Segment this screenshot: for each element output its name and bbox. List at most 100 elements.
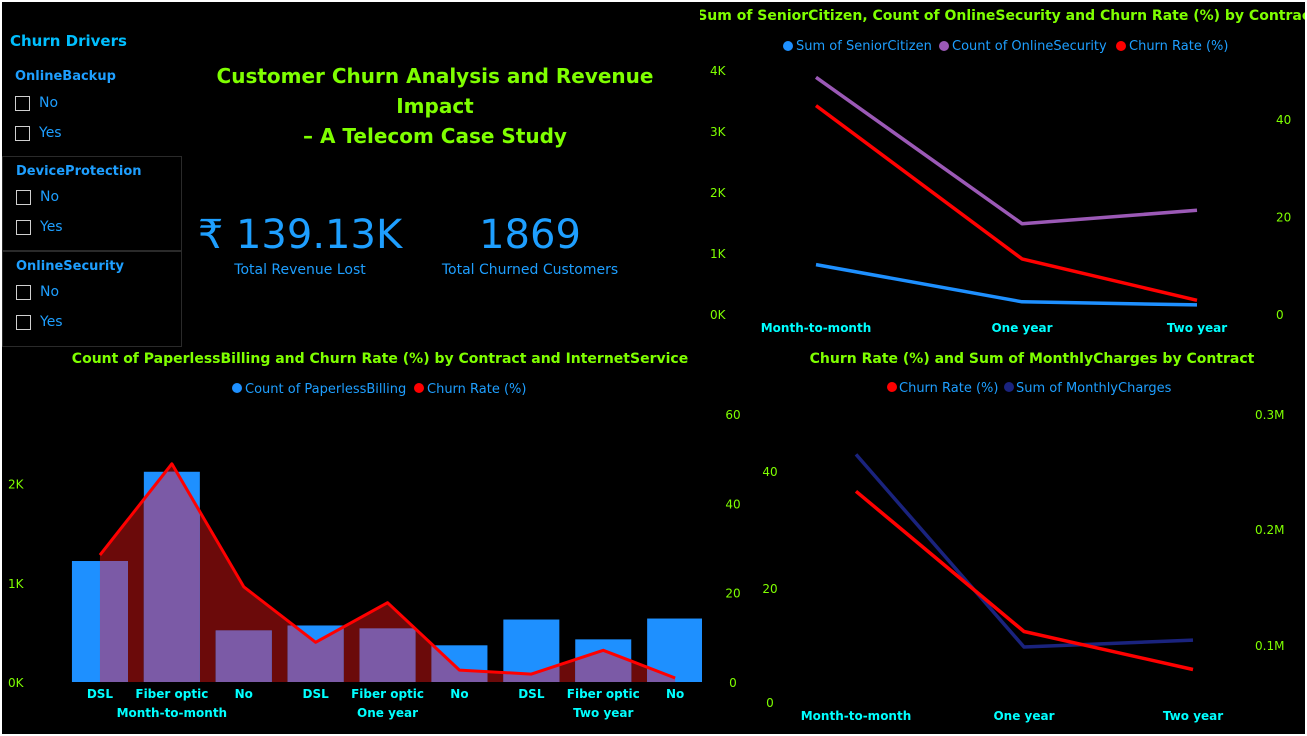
slicer-option-no[interactable]: No — [16, 187, 59, 207]
legend-marker — [939, 41, 949, 51]
page-title: Customer Churn Analysis and Revenue Impa… — [185, 61, 685, 151]
checkbox[interactable] — [16, 189, 31, 205]
bar-overlap — [575, 650, 632, 682]
legend-item: Churn Rate (%) — [427, 382, 526, 397]
page-title-line1: Customer Churn Analysis and Revenue Impa… — [216, 64, 654, 118]
x-tick-label: Two year — [1163, 709, 1223, 723]
x-tick-label: No — [666, 687, 684, 701]
y-left-tick-label: 2K — [710, 186, 727, 200]
slicer-option-no[interactable]: No — [16, 282, 59, 302]
chart-paperless-internet[interactable]: Count of PaperlessBilling and Churn Rate… — [2, 344, 702, 734]
x-tick-label: One year — [993, 709, 1054, 723]
slicer-onlinebackup: OnlineBackup No Yes — [2, 62, 180, 154]
checkbox[interactable] — [15, 125, 30, 141]
chart-title: Churn Rate (%) and Sum of MonthlyCharges… — [810, 351, 1255, 367]
legend-marker — [1004, 382, 1014, 392]
bar-overlap — [359, 628, 416, 682]
series-line[interactable] — [854, 453, 1194, 649]
legend-item: Count of PaperlessBilling — [245, 382, 406, 397]
x-tick-label: Month-to-month — [761, 321, 872, 335]
kpi-value: 1869 — [479, 212, 581, 258]
bar-overlap — [215, 630, 272, 682]
x-tick-label: DSL — [303, 687, 330, 701]
legend-marker — [414, 383, 424, 393]
y-left-tick-label: 40 — [725, 497, 740, 511]
churn-area — [99, 463, 676, 682]
bar-overlap — [431, 645, 488, 682]
y-right-tick-label: 0 — [1276, 308, 1284, 322]
chart-title: Sum of SeniorCitizen, Count of OnlineSec… — [700, 8, 1305, 24]
legend-item: Sum of SeniorCitizen — [796, 39, 932, 54]
legend-marker — [783, 41, 793, 51]
slicer-option-yes[interactable]: Yes — [16, 312, 63, 332]
bar-overlap — [287, 625, 344, 682]
y-right-tick-label: 40 — [1276, 113, 1291, 127]
x-tick-label: No — [450, 687, 468, 701]
legend-marker — [232, 383, 242, 393]
slicer-label: OnlineBackup — [15, 69, 116, 84]
y-right-tick-label: 0.2M — [1255, 523, 1284, 537]
y-left-tick-label: 20 — [725, 587, 740, 601]
page-title-line2: – A Telecom Case Study — [303, 124, 567, 148]
series-line[interactable] — [814, 104, 1198, 303]
legend-item: Churn Rate (%) — [899, 381, 998, 396]
kpi-label: Total Churned Customers — [441, 262, 619, 278]
checkbox[interactable] — [16, 314, 31, 330]
y-left-tick-label: 1K — [710, 247, 727, 261]
y-tick-label: 1K — [8, 577, 25, 591]
y-tick-label: 0K — [8, 676, 25, 690]
y-right-tick-label: 0.1M — [1255, 639, 1284, 653]
y-left-inner-tick-label: 0 — [766, 696, 774, 710]
x-tick-label: Fiber optic — [351, 687, 424, 701]
legend-item: Sum of MonthlyCharges — [1016, 381, 1172, 396]
x-tick-label: DSL — [87, 687, 114, 701]
x-group-label: Two year — [573, 706, 633, 720]
slicer-option-no[interactable]: No — [15, 93, 58, 113]
x-tick-label: No — [235, 687, 253, 701]
legend-item: Count of OnlineSecurity — [952, 39, 1107, 54]
y-left-inner-tick-label: 40 — [762, 465, 777, 479]
slicer-option-yes[interactable]: Yes — [16, 217, 63, 237]
x-tick-label: Month-to-month — [801, 709, 912, 723]
kpi-label: Total Revenue Lost — [234, 262, 366, 278]
legend-marker — [887, 382, 897, 392]
chart-title: Count of PaperlessBilling and Churn Rate… — [72, 351, 688, 367]
churn-rate-line[interactable] — [98, 462, 676, 680]
chart-churn-monthlycharges[interactable]: Churn Rate (%) and Sum of MonthlyCharges… — [702, 344, 1305, 734]
y-left-tick-label: 0 — [729, 676, 737, 690]
kpi-churned-customers: 1869 Total Churned Customers — [420, 212, 640, 278]
series-line[interactable] — [854, 489, 1194, 672]
kpi-value: ₹ 139.13K — [197, 212, 403, 258]
y-left-tick-label: 4K — [710, 64, 727, 78]
slicer-option-yes[interactable]: Yes — [15, 123, 62, 143]
checkbox[interactable] — [16, 219, 31, 235]
x-tick-label: DSL — [518, 687, 545, 701]
y-left-tick-label: 0K — [710, 308, 727, 322]
x-tick-label: Two year — [1167, 321, 1227, 335]
chart-contract-seniors-security[interactable]: Sum of SeniorCitizen, Count of OnlineSec… — [700, 2, 1305, 344]
y-tick-label: 2K — [8, 478, 25, 492]
y-right-tick-label: 20 — [1276, 210, 1291, 224]
x-tick-label: Fiber optic — [135, 687, 208, 701]
slicer-label: OnlineSecurity — [16, 259, 124, 274]
bar-overlap — [99, 561, 128, 682]
legend-marker — [1116, 41, 1126, 51]
checkbox[interactable] — [15, 95, 30, 111]
kpi-revenue-lost: ₹ 139.13K Total Revenue Lost — [190, 212, 410, 278]
slicer-panel-title: Churn Drivers — [10, 32, 127, 50]
y-left-tick-label: 3K — [710, 125, 727, 139]
legend-item: Churn Rate (%) — [1129, 39, 1228, 54]
x-tick-label: One year — [991, 321, 1052, 335]
y-left-tick-label: 60 — [725, 408, 740, 422]
bar-overlap — [143, 471, 200, 682]
x-group-label: Month-to-month — [117, 706, 228, 720]
y-right-tick-label: 0.3M — [1255, 408, 1284, 422]
x-group-label: One year — [357, 706, 418, 720]
checkbox[interactable] — [16, 284, 31, 300]
series-line[interactable] — [814, 75, 1198, 226]
bar-overlap — [503, 664, 560, 682]
series-line[interactable] — [815, 262, 1198, 307]
slicer-label: DeviceProtection — [16, 164, 142, 179]
slicer-deviceprotection: DeviceProtection No Yes — [2, 156, 182, 251]
slicer-onlinesecurity: OnlineSecurity No Yes — [2, 251, 182, 347]
